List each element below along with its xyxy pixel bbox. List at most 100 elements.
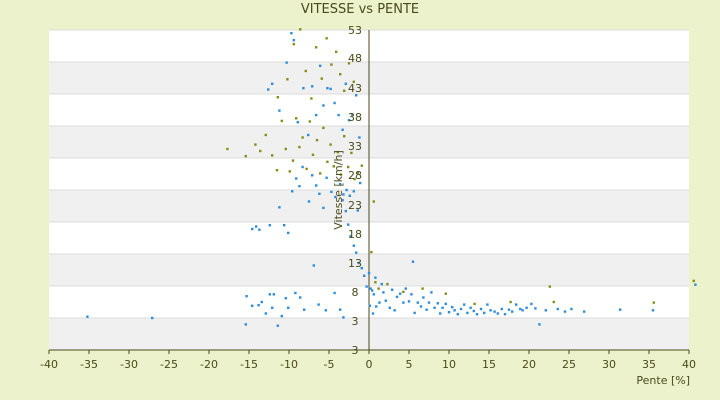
tick-labels: -40 -35 -30 -25 -20 -15 -10 -5 0 5 10 15 20 25 30 35 40 3… — [40, 24, 696, 371]
y-tick-label: 3 — [352, 315, 359, 328]
data-point — [694, 283, 697, 286]
data-point — [343, 135, 346, 138]
data-point — [355, 94, 358, 97]
data-point — [357, 261, 360, 265]
data-point — [360, 266, 363, 270]
data-point — [515, 303, 518, 306]
data-point — [436, 302, 439, 305]
data-point — [305, 167, 308, 171]
data-point — [329, 87, 332, 91]
data-point — [299, 28, 302, 31]
data-point — [393, 309, 396, 312]
data-point — [258, 228, 261, 231]
data-point — [441, 306, 444, 309]
data-point — [301, 136, 304, 139]
data-point — [358, 136, 361, 139]
data-point — [530, 302, 533, 306]
data-point — [294, 291, 297, 295]
data-point — [407, 300, 411, 303]
data-point — [315, 113, 318, 117]
x-tick-label: 10 — [442, 358, 456, 371]
data-point — [251, 227, 254, 231]
data-point — [511, 310, 514, 313]
data-point — [347, 223, 350, 226]
data-point — [503, 313, 507, 316]
data-point — [307, 200, 311, 203]
data-point — [284, 147, 287, 151]
data-point — [347, 62, 351, 65]
data-point — [264, 312, 267, 315]
data-point — [290, 32, 293, 35]
data-point — [619, 308, 622, 311]
data-point — [335, 50, 338, 53]
data-point — [521, 309, 524, 312]
data-point — [308, 120, 311, 123]
data-point — [489, 309, 492, 312]
data-point — [344, 82, 347, 85]
data-point — [296, 121, 299, 124]
data-point — [292, 42, 295, 46]
data-point — [427, 301, 431, 304]
data-point — [456, 313, 459, 316]
data-point — [402, 301, 405, 304]
data-point — [339, 173, 343, 176]
data-point — [307, 133, 310, 137]
data-point — [339, 183, 342, 186]
x-tick-label: -15 — [240, 358, 258, 371]
data-point — [345, 188, 348, 192]
data-point — [444, 292, 447, 295]
data-point — [257, 304, 260, 307]
data-point — [275, 169, 279, 172]
data-point — [500, 307, 503, 311]
data-point — [352, 80, 355, 83]
data-point — [439, 312, 442, 315]
data-point — [271, 154, 274, 157]
data-point — [447, 311, 451, 314]
data-point — [334, 195, 337, 199]
data-point — [388, 306, 391, 309]
y-axis-label: Vitesse [km/h] — [332, 150, 345, 230]
x-tick-label: -30 — [120, 358, 138, 371]
data-point — [382, 291, 385, 294]
data-point — [359, 181, 362, 185]
data-point — [304, 69, 307, 73]
data-point — [336, 151, 339, 154]
data-point — [570, 307, 573, 311]
data-point — [280, 119, 283, 123]
data-point — [368, 304, 371, 307]
data-point — [496, 312, 499, 315]
data-point — [276, 324, 279, 327]
data-point — [583, 310, 586, 313]
data-point — [473, 302, 476, 306]
data-point — [244, 323, 247, 326]
x-tick-label: -35 — [80, 358, 98, 371]
x-tick-label: 40 — [682, 358, 696, 371]
data-point — [538, 323, 541, 326]
data-point — [268, 224, 271, 227]
data-point — [652, 301, 655, 304]
data-point — [416, 301, 419, 304]
data-point — [271, 82, 274, 85]
data-point — [341, 199, 344, 202]
data-point — [295, 177, 298, 180]
data-point — [317, 303, 320, 306]
data-point — [352, 190, 355, 193]
data-point — [339, 308, 342, 311]
data-points — [86, 28, 697, 327]
data-point — [380, 282, 383, 286]
data-point — [280, 314, 283, 318]
data-point — [472, 309, 475, 313]
data-point — [320, 77, 323, 80]
data-point — [433, 306, 436, 309]
data-point — [356, 171, 359, 174]
data-point — [326, 87, 329, 90]
data-point — [278, 206, 281, 209]
data-point — [425, 308, 428, 311]
x-axis-label: Pente [%] — [636, 374, 690, 387]
data-point — [363, 274, 366, 277]
x-tick-label: -5 — [324, 358, 335, 371]
data-point — [386, 282, 389, 286]
data-point — [371, 289, 374, 292]
data-point — [475, 313, 479, 316]
